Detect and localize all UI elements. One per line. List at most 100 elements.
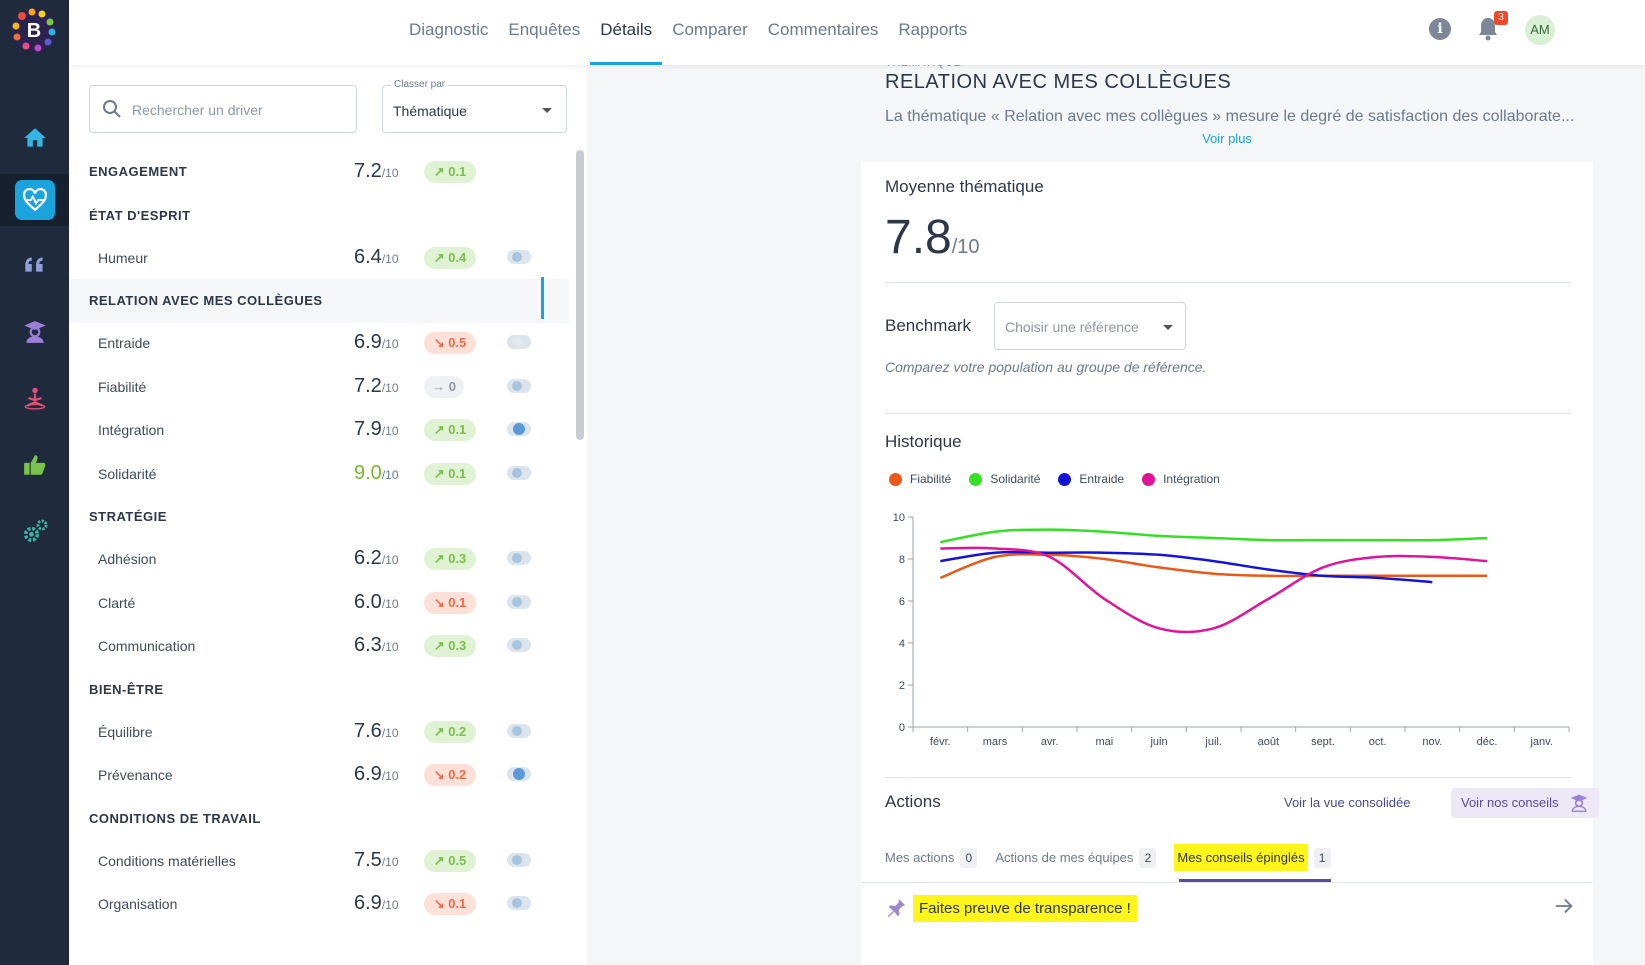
- nav-feedback[interactable]: [0, 439, 69, 491]
- pin-toggle[interactable]: [507, 594, 531, 609]
- trend-down-icon: ↘: [433, 335, 449, 350]
- trend-delta: 0.2: [448, 767, 467, 782]
- pin-toggle[interactable]: [507, 896, 531, 910]
- pin-toggle[interactable]: [507, 852, 531, 867]
- driver-row[interactable]: Organisation 6.9/10 ↘ 0.1: [69, 882, 569, 926]
- driver-row[interactable]: Clarté 6.0/10 ↘ 0.1: [69, 581, 569, 625]
- teacher-icon: [1570, 794, 1588, 812]
- theme-row[interactable]: BIEN-ÊTRE: [69, 668, 569, 712]
- bell-icon[interactable]: [1476, 16, 1500, 42]
- actions-tab[interactable]: Mes actions 0: [885, 848, 978, 882]
- legend-item[interactable]: Intégration: [1142, 472, 1220, 486]
- theme-row[interactable]: ÉTAT D'ESPRIT: [69, 194, 569, 238]
- nav-tab[interactable]: Commentaires: [767, 20, 879, 39]
- theme-detail: THÉMATIQUE RELATION AVEC MES COLLÈGUES L…: [861, 57, 1599, 965]
- x-tick-label: juil.: [1204, 736, 1222, 748]
- x-tick-label: août: [1258, 736, 1279, 748]
- theme-row[interactable]: STRATÉGIE: [69, 495, 569, 539]
- chevron-down-icon: [542, 108, 552, 113]
- benchmark-title: Benchmark: [885, 316, 971, 335]
- row-score: 6.9/10: [354, 892, 399, 915]
- pin-toggle[interactable]: [507, 723, 531, 738]
- nav-coaching[interactable]: [0, 306, 69, 358]
- tab-label: Mes conseils épinglés: [1174, 844, 1308, 871]
- nav-tab[interactable]: Enquêtes: [508, 20, 581, 39]
- row-score: 7.6/10: [354, 720, 399, 743]
- legend-label: Entraide: [1079, 472, 1125, 486]
- trend-badge: ↘ 0.1: [424, 591, 476, 614]
- pin-toggle[interactable]: [507, 378, 531, 393]
- score-value: 7.2: [354, 374, 382, 397]
- driver-row[interactable]: Fiabilité 7.2/10 → 0: [69, 365, 569, 409]
- score-denominator: /10: [381, 769, 399, 783]
- nav-tab[interactable]: Comparer: [672, 20, 748, 39]
- voir-plus-link[interactable]: Voir plus: [861, 131, 1593, 146]
- info-icon[interactable]: i: [1429, 18, 1451, 40]
- avatar[interactable]: AM: [1525, 15, 1555, 45]
- driver-row[interactable]: Humeur 6.4/10 ↗ 0.4: [69, 236, 569, 280]
- driver-row[interactable]: Solidarité 9.0/10 ↗ 0.1: [69, 452, 569, 496]
- nav-comments[interactable]: [0, 238, 69, 290]
- nav-wellbeing[interactable]: [0, 372, 69, 424]
- pin-toggle[interactable]: [507, 422, 531, 436]
- consolidated-view-link[interactable]: Voir la vue consolidée: [1284, 795, 1411, 810]
- nav-tab[interactable]: Détails: [590, 0, 663, 65]
- benchmark-select[interactable]: Choisir une référence: [994, 302, 1186, 350]
- search-input[interactable]: Rechercher un driver: [89, 85, 357, 133]
- list-scrollbar[interactable]: [576, 150, 584, 440]
- x-tick-label: mai: [1095, 736, 1113, 748]
- driver-row[interactable]: Prévenance 6.9/10 ↘ 0.2: [69, 753, 569, 797]
- history-title: Historique: [885, 432, 962, 451]
- pin-toggle[interactable]: [507, 335, 531, 349]
- driver-row[interactable]: Adhésion 6.2/10 ↗ 0.3: [69, 537, 569, 581]
- legend-item[interactable]: Fiabilité: [889, 472, 951, 486]
- pin-toggle[interactable]: [507, 249, 531, 264]
- voir-plus-label: Voir plus: [1202, 131, 1252, 146]
- driver-row[interactable]: Équilibre 7.6/10 ↗ 0.2: [69, 710, 569, 754]
- nav-diagnostic[interactable]: [0, 174, 69, 226]
- driver-row[interactable]: Intégration 7.9/10 ↗ 0.1: [69, 408, 569, 452]
- legend-item[interactable]: Solidarité: [969, 472, 1040, 486]
- legend-item[interactable]: Entraide: [1058, 472, 1124, 486]
- pin-icon[interactable]: [885, 897, 907, 919]
- row-label: Communication: [98, 638, 196, 654]
- theme-row[interactable]: ENGAGEMENT 7.2/10 ↗ 0.1: [69, 150, 569, 194]
- theme-description: La thématique « Relation avec mes collèg…: [885, 108, 1575, 125]
- driver-row[interactable]: Conditions matérielles 7.5/10 ↗ 0.5: [69, 839, 569, 883]
- x-tick-label: sept.: [1311, 736, 1335, 748]
- advice-button[interactable]: Voir nos conseils: [1451, 788, 1599, 818]
- series-line-3: [940, 546, 1488, 634]
- driver-row[interactable]: Entraide 6.9/10 ↘ 0.5: [69, 321, 569, 365]
- nav-settings[interactable]: [0, 506, 69, 558]
- main-nav: Diagnostic Enquêtes Détails Comparer Comment…: [69, 0, 1645, 65]
- pin-toggle[interactable]: [507, 767, 531, 781]
- theme-row[interactable]: RELATION AVEC MES COLLÈGUES: [69, 279, 569, 323]
- sort-value: Thématique: [393, 103, 467, 119]
- driver-row[interactable]: Communication 6.3/10 ↗ 0.3: [69, 624, 569, 668]
- trend-up-icon: ↗: [433, 164, 449, 179]
- trend-down-icon: ↘: [433, 594, 449, 610]
- thumbs-up-icon: [23, 455, 45, 475]
- trend-up-icon: ↗: [433, 465, 449, 481]
- row-label: Solidarité: [98, 465, 157, 482]
- pin-toggle[interactable]: [507, 465, 531, 480]
- actions-tab[interactable]: Mes conseils épinglés 1: [1174, 844, 1331, 882]
- theme-row[interactable]: CONDITIONS DE TRAVAIL: [69, 797, 569, 841]
- page-title: RELATION AVEC MES COLLÈGUES: [885, 71, 1232, 93]
- pin-toggle[interactable]: [507, 551, 531, 565]
- sort-select[interactable]: Classer par Thématique: [382, 79, 567, 133]
- drivers-panel: Rechercher un driver Classer par Thémati…: [69, 65, 587, 965]
- row-label: RELATION AVEC MES COLLÈGUES: [89, 293, 323, 308]
- nav-tab[interactable]: Rapports: [898, 20, 968, 39]
- search-icon: [103, 100, 121, 118]
- pinned-tip-row[interactable]: Faites preuve de transparence !: [885, 891, 1575, 931]
- logo-icon[interactable]: B: [8, 4, 60, 56]
- nav-tab[interactable]: Diagnostic: [409, 20, 489, 39]
- row-label: Adhésion: [98, 551, 157, 567]
- y-tick-label: 2: [899, 680, 905, 692]
- arrow-right-icon[interactable]: [1553, 895, 1575, 917]
- actions-tab[interactable]: Actions de mes équipes 2: [995, 848, 1157, 882]
- nav-home[interactable]: [0, 112, 69, 164]
- pin-toggle[interactable]: [507, 638, 531, 652]
- chart-legend: Fiabilité Solidarité Entraide Intégration: [889, 472, 1238, 486]
